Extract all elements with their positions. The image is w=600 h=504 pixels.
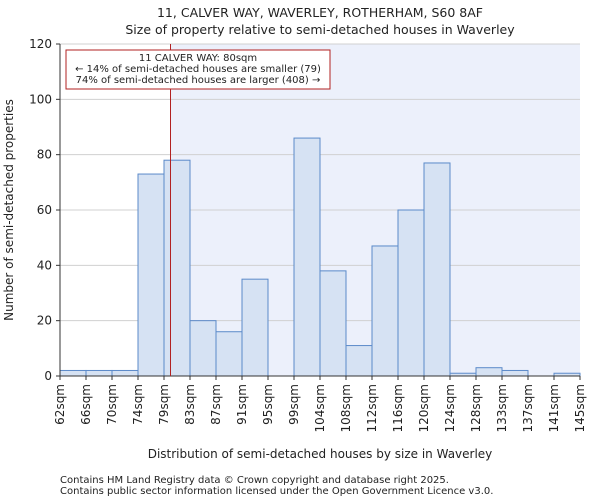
bar-87sqm	[215, 331, 243, 377]
bar-70sqm	[111, 369, 139, 377]
y-tick-0: 0	[44, 369, 52, 383]
bar-91sqm	[241, 278, 269, 377]
y-tick-20: 20	[37, 314, 52, 328]
x-tick-104sqm: 104sqm	[313, 384, 327, 432]
x-tick-124sqm: 124sqm	[443, 384, 457, 432]
x-tick-141sqm: 141sqm	[547, 384, 561, 432]
bar-120sqm	[423, 162, 451, 377]
x-tick-91sqm: 91sqm	[235, 384, 249, 425]
x-tick-62sqm: 62sqm	[53, 384, 67, 425]
bar-128sqm	[475, 367, 503, 377]
annotation-line-1: 11 CALVER WAY: 80sqm	[139, 53, 257, 64]
x-tick-116sqm: 116sqm	[391, 384, 405, 432]
x-tick-70sqm: 70sqm	[105, 384, 119, 425]
y-tick-80: 80	[37, 148, 52, 162]
bar-133sqm	[501, 369, 529, 377]
bar-83sqm	[189, 320, 217, 377]
x-tick-95sqm: 95sqm	[261, 384, 275, 425]
y-tick-60: 60	[37, 203, 52, 217]
y-axis-label: Number of semi-detached properties	[2, 99, 16, 321]
chart-subtitle: Size of property relative to semi-detach…	[125, 22, 515, 37]
annotation-line-3: 74% of semi-detached houses are larger (…	[76, 75, 321, 86]
y-tick-100: 100	[29, 92, 52, 106]
y-tick-40: 40	[37, 258, 52, 272]
x-tick-128sqm: 128sqm	[469, 384, 483, 432]
x-tick-120sqm: 120sqm	[417, 384, 431, 432]
bar-99sqm	[293, 137, 321, 377]
footer-line-2: Contains public sector information licen…	[60, 486, 493, 497]
x-tick-74sqm: 74sqm	[131, 384, 145, 425]
y-tick-120: 120	[29, 37, 52, 51]
x-tick-108sqm: 108sqm	[339, 384, 353, 432]
bar-108sqm	[345, 345, 373, 377]
x-tick-133sqm: 133sqm	[495, 384, 509, 432]
x-tick-137sqm: 137sqm	[521, 384, 535, 432]
bar-74sqm	[137, 173, 165, 377]
x-tick-79sqm: 79sqm	[157, 384, 171, 425]
x-axis-label: Distribution of semi-detached houses by …	[148, 447, 493, 461]
y-tick-labels: 0 20 40 60 80 100 120	[29, 37, 60, 383]
annotation-border	[65, 49, 331, 90]
footer-line-1: Contains HM Land Registry data © Crown c…	[60, 475, 449, 486]
chart-title: 11, CALVER WAY, WAVERLEY, ROTHERHAM, S60…	[157, 5, 483, 20]
x-tick-145sqm: 145sqm	[573, 384, 587, 432]
x-tick-87sqm: 87sqm	[209, 384, 223, 425]
annotation-line-2: ← 14% of semi-detached houses are smalle…	[75, 64, 321, 75]
x-tick-83sqm: 83sqm	[183, 384, 197, 425]
annotation-box: 11 CALVER WAY: 80sqm ← 14% of semi-detac…	[65, 49, 331, 90]
bar-62sqm	[59, 369, 87, 377]
bar-66sqm	[85, 369, 113, 377]
x-tick-99sqm: 99sqm	[287, 384, 301, 425]
x-tick-66sqm: 66sqm	[79, 384, 93, 425]
bar-104sqm	[319, 270, 347, 377]
bar-112sqm	[371, 245, 399, 377]
x-tick-112sqm: 112sqm	[365, 384, 379, 432]
bar-79sqm	[163, 159, 191, 377]
x-tick-labels: 62sqm 66sqm 70sqm 74sqm 79sqm 83sqm 87sqm 91sqm…	[53, 376, 587, 432]
bar-116sqm	[397, 209, 425, 377]
bars	[59, 137, 581, 377]
